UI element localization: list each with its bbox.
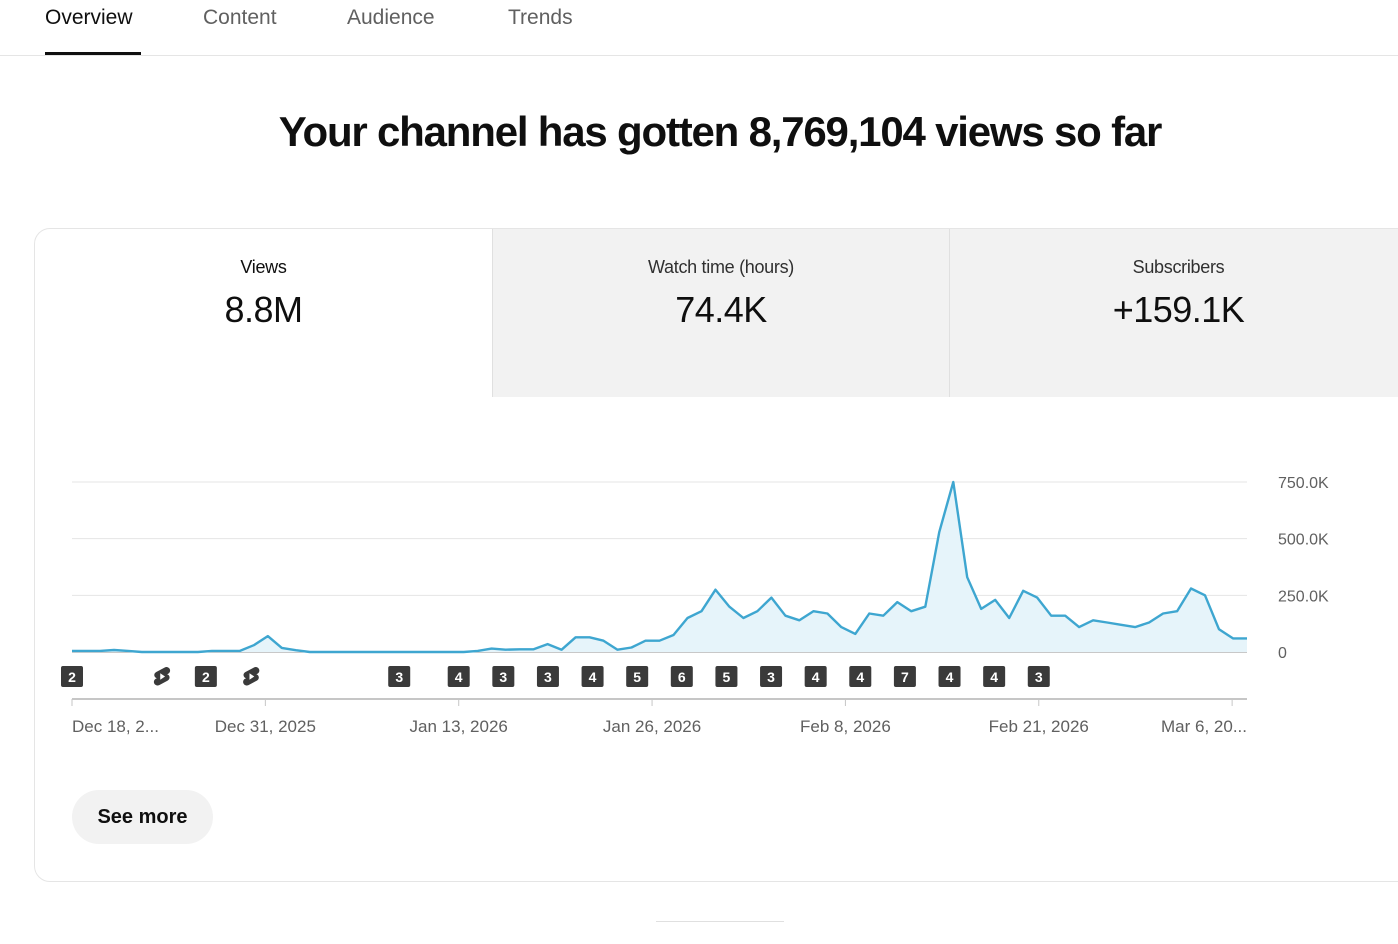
see-more-button[interactable]: See more bbox=[72, 790, 213, 844]
upload-marker-count: 6 bbox=[678, 669, 686, 685]
tab-bar: Overview Content Audience Trends bbox=[0, 0, 1398, 56]
upload-marker-count: 5 bbox=[723, 669, 731, 685]
upload-marker-count: 2 bbox=[202, 669, 210, 685]
upload-marker-box bbox=[581, 666, 604, 687]
views-chart: 0 250.0K 500.0K 750.0K 2 2 3 4 3 3 4 5 6 5 3 4 4 7 4 4 3 Dec … bbox=[61, 475, 1329, 736]
tab-audience[interactable]: Audience bbox=[347, 6, 435, 29]
overview-card: Views 8.8M Watch time (hours) 74.4K Subs… bbox=[34, 228, 1398, 882]
upload-marker[interactable]: 3 bbox=[492, 666, 515, 687]
metric-subscribers[interactable]: Subscribers +159.1K bbox=[949, 229, 1398, 397]
upload-marker[interactable]: 4 bbox=[804, 666, 827, 687]
upload-marker[interactable]: 2 bbox=[194, 666, 217, 687]
x-tick-label: Dec 31, 2025 bbox=[215, 717, 316, 736]
metric-views[interactable]: Views 8.8M bbox=[35, 229, 492, 397]
x-tick-label: Jan 26, 2026 bbox=[603, 717, 701, 736]
upload-marker-box bbox=[760, 666, 783, 687]
metric-watch-time-label: Watch time (hours) bbox=[648, 257, 794, 277]
upload-marker[interactable]: 4 bbox=[983, 666, 1006, 687]
x-tick-label: Dec 18, 2... bbox=[72, 717, 159, 736]
tab-trends[interactable]: Trends bbox=[508, 6, 573, 29]
upload-marker-count: 4 bbox=[812, 669, 820, 685]
upload-marker[interactable]: 4 bbox=[447, 666, 470, 687]
upload-marker[interactable]: 5 bbox=[626, 666, 649, 687]
upload-marker[interactable]: 4 bbox=[849, 666, 872, 687]
y-tick-label: 0 bbox=[1278, 645, 1287, 662]
upload-marker-count: 3 bbox=[1035, 669, 1043, 685]
upload-marker[interactable]: 2 bbox=[61, 666, 83, 687]
upload-marker-count: 7 bbox=[901, 669, 909, 685]
upload-marker-box bbox=[1027, 666, 1050, 687]
upload-marker-box bbox=[194, 666, 217, 687]
metric-views-label: Views bbox=[240, 257, 287, 277]
upload-marker-count: 2 bbox=[68, 669, 76, 685]
metric-subscribers-label: Subscribers bbox=[1132, 257, 1225, 277]
divider bbox=[656, 921, 784, 922]
upload-marker[interactable]: 3 bbox=[760, 666, 783, 687]
upload-marker-count: 4 bbox=[856, 669, 864, 685]
x-tick-label: Mar 6, 20... bbox=[1161, 717, 1247, 736]
upload-marker-box bbox=[715, 666, 738, 687]
upload-marker[interactable]: 3 bbox=[536, 666, 559, 687]
upload-marker-box bbox=[626, 666, 649, 687]
upload-marker-box bbox=[492, 666, 515, 687]
upload-marker-box bbox=[893, 666, 916, 687]
upload-marker[interactable]: 5 bbox=[715, 666, 738, 687]
metric-watch-time-value: 74.4K bbox=[675, 289, 767, 330]
shorts-icon[interactable] bbox=[243, 667, 260, 686]
upload-marker-box bbox=[938, 666, 961, 687]
upload-marker-count: 3 bbox=[544, 669, 552, 685]
upload-marker-box bbox=[670, 666, 693, 687]
page-title: Your channel has gotten 8,769,104 views … bbox=[278, 108, 1163, 155]
tab-content[interactable]: Content bbox=[203, 6, 277, 29]
x-tick-label: Feb 21, 2026 bbox=[989, 717, 1089, 736]
y-tick-label: 750.0K bbox=[1278, 475, 1329, 492]
upload-marker-count: 3 bbox=[499, 669, 507, 685]
metric-watch-time[interactable]: Watch time (hours) 74.4K bbox=[492, 229, 949, 397]
views-line bbox=[72, 480, 1247, 654]
upload-marker-count: 5 bbox=[633, 669, 641, 685]
upload-marker-box bbox=[983, 666, 1006, 687]
upload-marker-box bbox=[536, 666, 559, 687]
x-tick-label: Jan 13, 2026 bbox=[410, 717, 508, 736]
metric-subscribers-value: +159.1K bbox=[1112, 289, 1245, 330]
upload-marker[interactable]: 6 bbox=[670, 666, 693, 687]
y-tick-label: 250.0K bbox=[1278, 588, 1329, 605]
views-area bbox=[72, 482, 1247, 652]
upload-marker[interactable]: 4 bbox=[581, 666, 604, 687]
tab-overview[interactable]: Overview bbox=[45, 0, 141, 55]
metric-views-value: 8.8M bbox=[224, 289, 303, 330]
upload-marker-box bbox=[447, 666, 470, 687]
upload-marker-count: 4 bbox=[589, 669, 597, 685]
y-tick-label: 500.0K bbox=[1278, 532, 1329, 549]
upload-marker[interactable]: 4 bbox=[938, 666, 961, 687]
x-tick-label: Feb 8, 2026 bbox=[800, 717, 891, 736]
upload-marker-count: 3 bbox=[767, 669, 775, 685]
shorts-icon[interactable] bbox=[153, 667, 171, 686]
upload-marker[interactable]: 7 bbox=[893, 666, 916, 687]
upload-marker-count: 4 bbox=[946, 669, 954, 685]
upload-marker-count: 4 bbox=[990, 669, 998, 685]
upload-marker-box bbox=[804, 666, 827, 687]
upload-marker-box bbox=[849, 666, 872, 687]
upload-marker-box bbox=[388, 666, 411, 687]
upload-marker[interactable]: 3 bbox=[388, 666, 411, 687]
upload-marker-count: 4 bbox=[455, 669, 463, 685]
upload-marker-box bbox=[61, 666, 83, 687]
upload-marker[interactable]: 3 bbox=[1027, 666, 1050, 687]
upload-marker-count: 3 bbox=[395, 669, 403, 685]
